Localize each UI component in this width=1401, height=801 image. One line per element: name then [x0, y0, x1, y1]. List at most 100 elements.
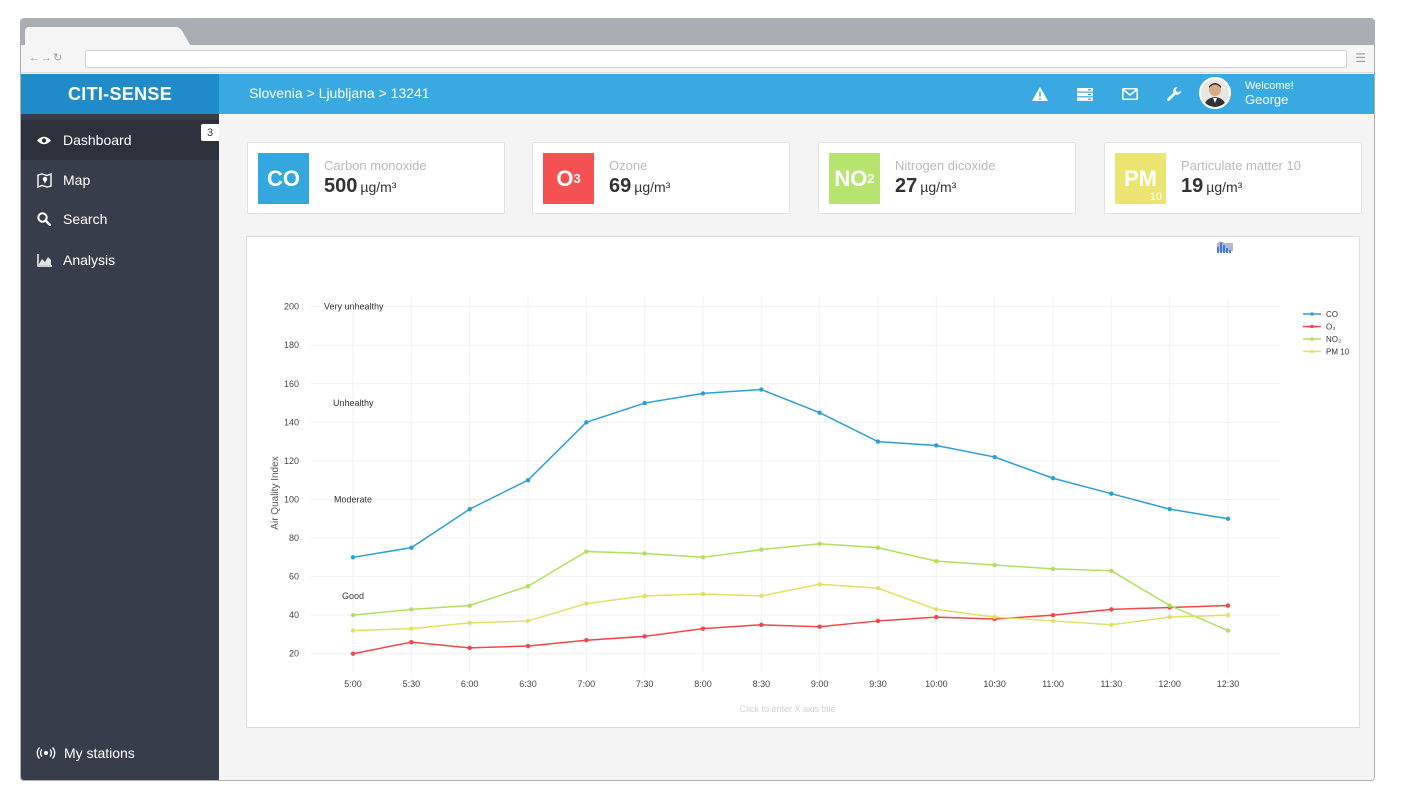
data-point	[875, 439, 881, 444]
welcome-text: Welcome!	[1245, 80, 1294, 92]
x-tick-label: 9:00	[811, 679, 829, 689]
avatar[interactable]	[1199, 77, 1231, 109]
series-line	[352, 543, 1229, 632]
y-tick-label: 20	[289, 649, 299, 659]
browser-window: ←→↻ ☰ CITI-SENSE Slovenia > Ljubljana > …	[20, 18, 1375, 781]
legend-label: CO	[1326, 310, 1338, 319]
data-point	[934, 443, 939, 448]
broadcast-icon	[36, 745, 56, 761]
eye-icon	[36, 132, 52, 148]
x-tick-label: 10:00	[925, 679, 948, 689]
data-point	[992, 562, 997, 568]
band-annotation: Unhealthy	[333, 398, 374, 408]
data-point	[467, 620, 472, 626]
data-point	[1050, 476, 1056, 481]
server-icon[interactable]	[1062, 84, 1107, 104]
data-point	[992, 454, 997, 460]
x-axis-title: Click to enter X axis title	[739, 704, 835, 714]
pollutant-value: 500 µg/m³	[324, 175, 397, 197]
data-point	[467, 603, 472, 608]
data-point	[934, 558, 939, 564]
data-point	[992, 614, 997, 620]
mail-icon[interactable]	[1107, 84, 1152, 104]
pollutant-card-no2[interactable]: NO 2 Nitrogen dicoxide 27 µg/m³	[818, 142, 1076, 214]
pollutant-name: Nitrogen dicoxide	[895, 158, 996, 173]
search-icon	[36, 211, 52, 227]
map-icon	[36, 172, 52, 188]
chart-toolbar	[1216, 241, 1356, 253]
y-tick-label: 140	[284, 417, 299, 427]
band-annotation: Very unhealthy	[324, 302, 384, 312]
y-tick-label: 60	[289, 572, 299, 582]
data-point	[350, 628, 356, 633]
data-point	[875, 585, 881, 591]
chart-icon	[36, 252, 52, 268]
data-point	[1167, 614, 1172, 620]
data-point	[1109, 568, 1114, 574]
browser-menu-icon[interactable]: ☰	[1355, 51, 1366, 65]
data-point	[700, 391, 706, 396]
data-point	[817, 541, 822, 547]
x-tick-label: 12:00	[1158, 679, 1181, 689]
browser-tabstrip	[21, 19, 1374, 45]
data-point	[409, 607, 414, 612]
data-point	[1225, 612, 1231, 618]
sidebar-item-my-stations[interactable]: My stations	[21, 733, 219, 773]
user-menu[interactable]: Welcome! George	[1199, 77, 1294, 109]
data-point	[1050, 566, 1056, 572]
brand-logo[interactable]: CITI-SENSE	[21, 74, 219, 114]
sidebar-item-map[interactable]: Map	[21, 160, 219, 200]
reload-icon[interactable]: ↻	[53, 52, 66, 64]
sidebar-item-label: Analysis	[63, 252, 116, 268]
url-bar[interactable]	[85, 50, 1347, 68]
sidebar-item-analysis[interactable]: Analysis	[21, 240, 219, 280]
legend-marker	[1310, 349, 1314, 354]
pollutant-symbol: CO	[258, 153, 309, 204]
x-tick-label: 5:00	[344, 679, 362, 689]
pollutant-value: 27 µg/m³	[895, 175, 957, 197]
warning-icon[interactable]	[1017, 84, 1062, 104]
breadcrumb[interactable]: Slovenia > Ljubljana > 13241	[249, 85, 430, 101]
legend-label: NO₂	[1326, 335, 1341, 344]
sidebar-item-dashboard[interactable]: Dashboard 3	[21, 120, 219, 160]
data-point	[700, 555, 706, 560]
data-point	[759, 547, 764, 552]
legend-marker	[1310, 324, 1314, 329]
y-tick-label: 120	[284, 456, 299, 466]
data-point	[642, 634, 647, 639]
data-point	[1109, 491, 1114, 496]
data-point	[1109, 607, 1114, 612]
legend-label: O₃	[1326, 323, 1335, 332]
y-tick-label: 40	[289, 610, 299, 620]
data-point	[1109, 622, 1114, 627]
back-icon[interactable]: ←	[29, 52, 43, 64]
browser-address-row: ←→↻ ☰	[21, 45, 1374, 73]
pollutant-name: Ozone	[609, 158, 648, 173]
data-point	[584, 549, 589, 554]
sidebar-item-search[interactable]: Search	[21, 199, 219, 239]
x-tick-label: 8:00	[694, 679, 712, 689]
forward-icon[interactable]: →	[41, 52, 55, 64]
user-name: George	[1245, 92, 1289, 107]
x-tick-label: 6:00	[461, 679, 479, 689]
plotly-logo-icon[interactable]	[1217, 241, 1356, 253]
pollutant-card-pm10[interactable]: PM 10 Particulate matter 10 19 µg/m³	[1104, 142, 1362, 214]
pollutant-card-co[interactable]: CO Carbon monoxide 500 µg/m³	[247, 142, 505, 214]
y-tick-label: 160	[284, 379, 299, 389]
wrench-icon[interactable]	[1152, 84, 1197, 104]
series-line	[352, 388, 1229, 559]
data-point	[584, 601, 589, 606]
pollutant-value: 19 µg/m³	[1181, 175, 1243, 197]
x-tick-label: 6:30	[519, 679, 537, 689]
app: CITI-SENSE Slovenia > Ljubljana > 13241	[21, 74, 1374, 780]
data-point	[1225, 628, 1231, 633]
notification-badge: 3	[201, 124, 219, 141]
x-tick-label: 8:30	[753, 679, 771, 689]
data-point	[875, 618, 881, 624]
sidebar-item-label: Search	[63, 211, 108, 227]
browser-tab[interactable]	[25, 27, 175, 45]
y-tick-label: 200	[284, 302, 299, 312]
data-point	[934, 607, 939, 612]
sidebar-item-label: Dashboard	[63, 132, 132, 148]
